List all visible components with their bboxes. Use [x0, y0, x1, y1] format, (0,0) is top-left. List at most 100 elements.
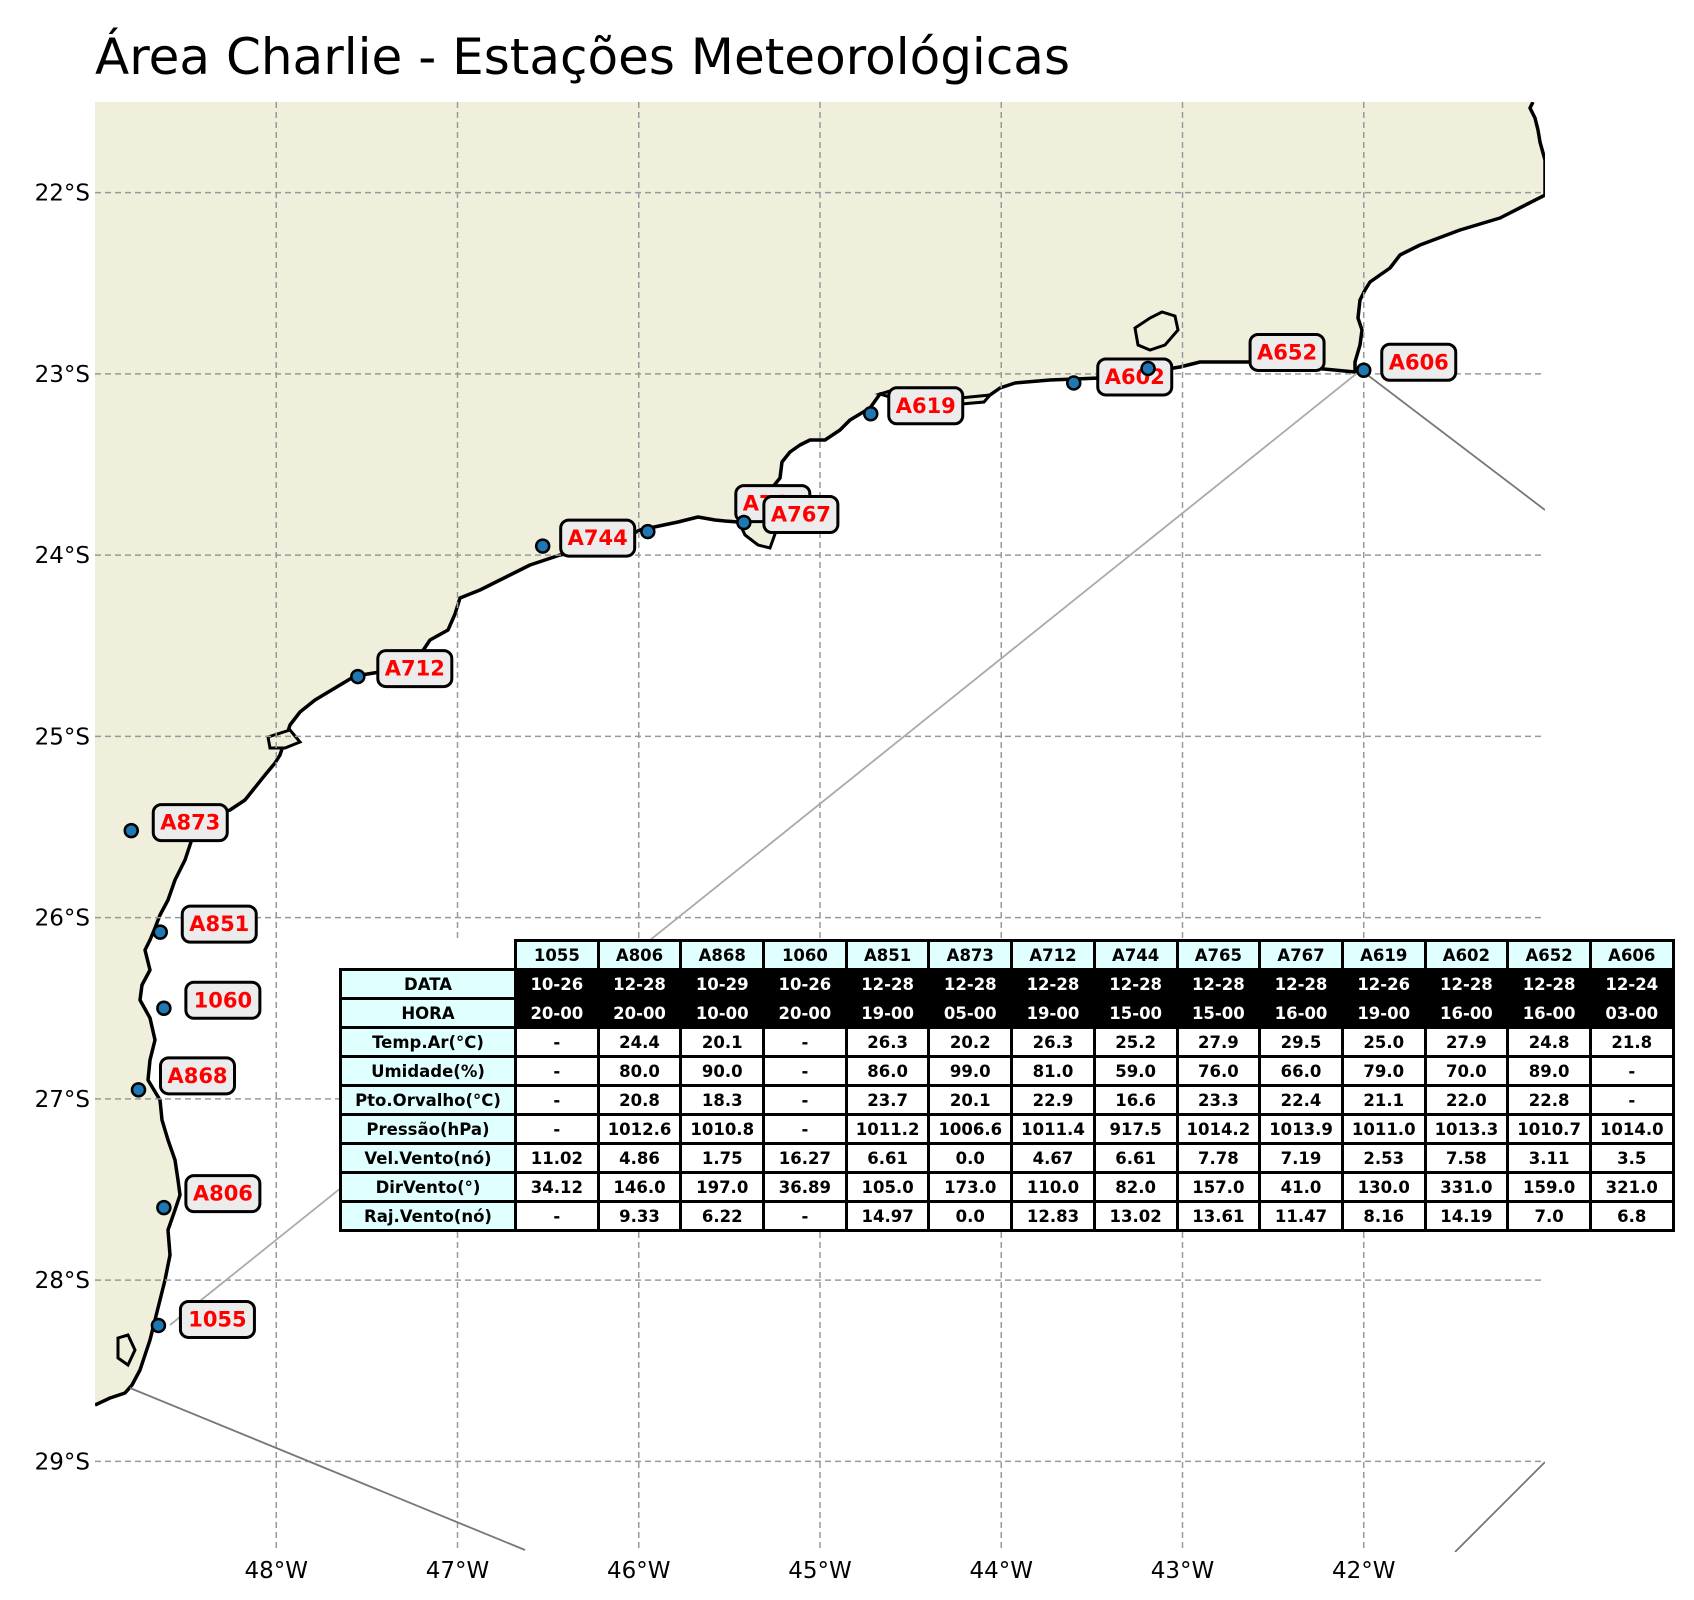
station-marker[interactable]: [156, 1000, 172, 1016]
station-label: A873: [160, 811, 220, 835]
table-row-label: Raj.Vento(nó): [339, 1200, 517, 1232]
station-label: A619: [896, 394, 956, 418]
table-row-label: DirVento(°): [339, 1171, 517, 1203]
station-marker[interactable]: [640, 523, 656, 540]
table-cell: 12-28: [1258, 968, 1344, 1000]
table-header-row: 1055 A806 A868 1060 A851 A873 A712 A744 A765 A767…: [341, 939, 1675, 971]
table-cell: -: [1588, 1055, 1675, 1087]
station-A606[interactable]: A606: [1356, 342, 1458, 382]
table-cell: 12-28: [1506, 968, 1592, 1000]
table-cell: 15-00: [1092, 997, 1179, 1029]
station-marker[interactable]: [736, 514, 752, 531]
station-marker[interactable]: [1356, 362, 1372, 378]
table-cell: 20-00: [514, 997, 600, 1029]
station-marker[interactable]: [1066, 375, 1082, 391]
station-label-box: [376, 649, 454, 689]
station-label-box: [151, 803, 229, 843]
table-cell: -: [514, 1055, 600, 1087]
table-column-header: A767: [1258, 939, 1344, 971]
lat-tick-label: 28°S: [35, 1268, 90, 1294]
station-marker[interactable]: [156, 1199, 172, 1216]
table-cell: 105.0: [844, 1171, 931, 1203]
table-column-header: A619: [1340, 939, 1427, 971]
table-cell: 12-28: [844, 968, 931, 1000]
station-marker[interactable]: [863, 406, 879, 422]
station-A873[interactable]: A873: [123, 803, 229, 843]
table-cell: 331.0: [1423, 1171, 1510, 1203]
table-cell: 86.0: [844, 1055, 931, 1087]
island: [1133, 310, 1180, 352]
table-cell: 12-28: [1092, 968, 1179, 1000]
table-cell: 197.0: [679, 1171, 766, 1203]
station-1060[interactable]: 1060: [156, 980, 262, 1020]
table-cell: -: [762, 1026, 848, 1058]
station-label-box: [184, 1174, 262, 1214]
station-A806[interactable]: A806: [156, 1174, 262, 1216]
table-cell: 10-26: [514, 968, 600, 1000]
table-column-header: A851: [844, 939, 931, 971]
station-marker[interactable]: [130, 1082, 147, 1098]
table-column-header: A606: [1588, 939, 1675, 971]
table-cell: 03-00: [1588, 997, 1675, 1029]
table-cell: -: [762, 1113, 848, 1145]
table-cell: 82.0: [1092, 1171, 1179, 1203]
table-cell: 3.11: [1506, 1142, 1592, 1174]
table-corner: [341, 941, 516, 970]
station-A744[interactable]: A744: [534, 518, 637, 558]
station-A851[interactable]: A851: [152, 904, 258, 944]
lon-tick-label: 44°W: [969, 1558, 1033, 1584]
station-marker[interactable]: [123, 822, 139, 839]
table-cell: 6.22: [679, 1200, 766, 1232]
station-A868[interactable]: A868: [130, 1056, 236, 1098]
lat-tick-label: 23°S: [35, 362, 90, 388]
station-marker[interactable]: [1140, 360, 1156, 377]
table-cell: 79.0: [1340, 1055, 1427, 1087]
table-cell: 159.0: [1506, 1171, 1592, 1203]
table-cell: -: [514, 1026, 600, 1058]
table-cell: 76.0: [1175, 1055, 1262, 1087]
station-A712[interactable]: A712: [350, 649, 454, 689]
table-cell: 20.1: [927, 1084, 1014, 1116]
table-cell: 7.19: [1258, 1142, 1344, 1174]
lat-tick-label: 29°S: [35, 1449, 90, 1475]
lat-tick-label: 25°S: [35, 724, 90, 750]
station-marker[interactable]: [350, 668, 366, 685]
station-1055[interactable]: 1055: [150, 1299, 256, 1339]
table-cell: 66.0: [1258, 1055, 1344, 1087]
table-cell: 16.6: [1092, 1084, 1179, 1116]
table-cell: 25.0: [1340, 1026, 1427, 1058]
table-cell: 05-00: [927, 997, 1014, 1029]
table-cell: 12-28: [1010, 968, 1096, 1000]
table-cell: 13.61: [1175, 1200, 1262, 1232]
table-cell: 14.19: [1423, 1200, 1510, 1232]
table-cell: 6.61: [1092, 1142, 1179, 1174]
station-marker[interactable]: [534, 538, 551, 554]
table-cell: 19-00: [1340, 997, 1427, 1029]
table-row-label: Umidade(%): [339, 1055, 517, 1087]
table-column-header: 1055: [514, 939, 600, 971]
lat-tick-label: 22°S: [35, 181, 90, 207]
station-label-box: [178, 1299, 256, 1339]
table-cell: 16-00: [1258, 997, 1344, 1029]
table-cell: 24.4: [596, 1026, 683, 1058]
lon-tick-label: 47°W: [426, 1558, 490, 1584]
station-A652[interactable]: A652: [1140, 332, 1326, 377]
table-cell: 1010.8: [679, 1113, 766, 1145]
table-cell: 90.0: [679, 1055, 766, 1087]
table-column-header: A602: [1423, 939, 1510, 971]
table-cell: 21.8: [1588, 1026, 1675, 1058]
station-marker[interactable]: [150, 1317, 167, 1334]
table-cell: 6.61: [844, 1142, 931, 1174]
table-cell: 16-00: [1506, 997, 1592, 1029]
lat-tick-label: 27°S: [35, 1087, 90, 1113]
lon-tick-label: 43°W: [1151, 1558, 1215, 1584]
station-A619[interactable]: A619: [863, 386, 965, 426]
table-cell: 22.8: [1506, 1084, 1592, 1116]
table-cell: 4.67: [1010, 1142, 1096, 1174]
station-marker[interactable]: [152, 924, 168, 940]
table-cell: 22.4: [1258, 1084, 1344, 1116]
table-cell: -: [762, 1200, 848, 1232]
table-cell: 13.02: [1092, 1200, 1179, 1232]
station-A767[interactable]: A767: [736, 495, 840, 534]
